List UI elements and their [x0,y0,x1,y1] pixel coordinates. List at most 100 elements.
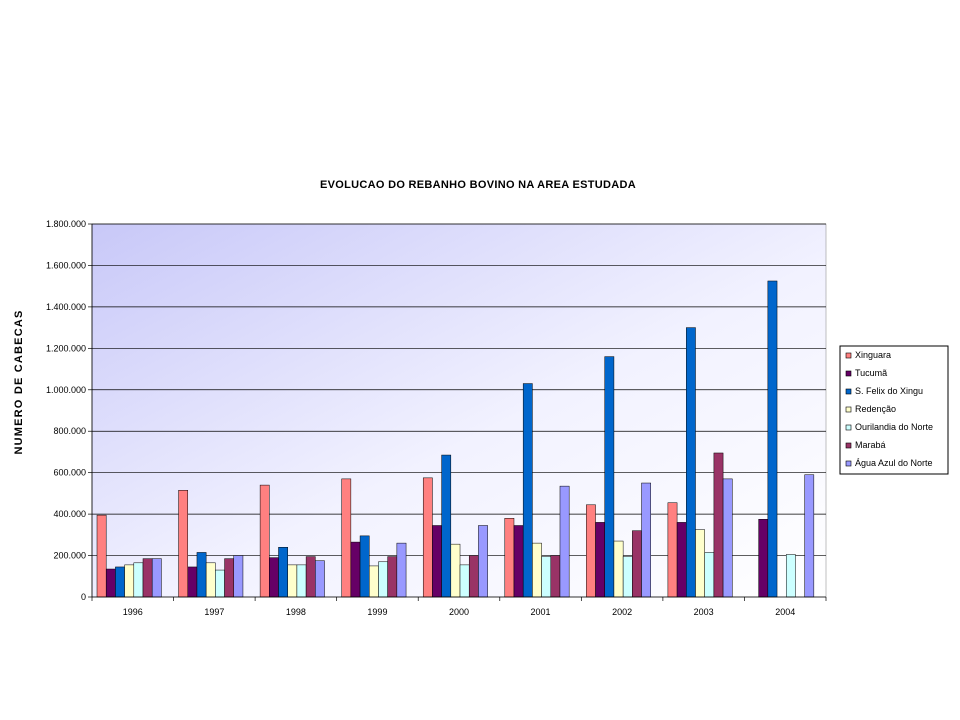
bar-reden-o-2001 [532,542,542,598]
legend-swatch [845,370,852,377]
bar-marab--2002 [632,530,642,598]
bar-tucum--1996 [105,568,116,598]
legend-label: Tucumã [855,368,887,378]
bar-tucum--1997 [187,566,198,598]
bar-marab--1997 [224,558,235,598]
bar-s-felix-do-xingu-2003 [686,327,696,598]
bar--gua-azul-do-norte-2002 [641,482,651,598]
bar-xinguara-2002 [586,504,596,598]
bar-marab--1999 [387,556,398,598]
y-axis-ticks: 0 200.000 400.000 600.000 800.000 1.000.000 1.… [46,219,92,602]
bar--gua-azul-do-norte-2000 [478,525,488,598]
bar-s-felix-do-xingu-1996 [115,566,125,598]
x-tick-label: 2003 [694,607,714,617]
bar-tucum--2002 [595,522,605,598]
y-tick-label: 800.000 [53,426,86,436]
bar-ourilandia-do-norte-1999 [378,561,388,598]
x-tick-label: 1996 [123,607,143,617]
legend-label: Água Azul do Norte [855,458,933,468]
bar-reden-o-2000 [450,543,461,598]
bar-xinguara-2001 [504,518,515,598]
bar--gua-azul-do-norte-1997 [233,555,244,598]
legend-label: S. Felix do Xingu [855,386,923,396]
bar-marab--1996 [142,558,153,598]
bar--gua-azul-do-norte-2003 [722,478,733,598]
bar-reden-o-1996 [124,564,135,598]
bar-xinguara-2000 [422,477,433,598]
legend-swatch [845,406,852,413]
bar-xinguara-1998 [259,484,270,598]
bar-reden-o-2002 [613,540,624,598]
legend-swatch [845,388,852,395]
axes [91,224,826,598]
bar-reden-o-1998 [287,564,298,598]
bar-ourilandia-do-norte-1998 [296,564,307,598]
bar--gua-azul-do-norte-1996 [151,558,162,598]
bar-tucum--1999 [350,541,361,598]
bar-ourilandia-do-norte-2000 [459,564,470,598]
bar-marab--1998 [305,556,316,598]
bar-s-felix-do-xingu-2000 [441,454,452,598]
y-tick-label: 1.800.000 [46,219,86,229]
y-tick-label: 200.000 [53,551,86,561]
bar--gua-azul-do-norte-2001 [559,485,570,598]
legend-label: Marabá [855,440,886,450]
legend-label: Ourilandia do Norte [855,422,933,432]
bar-ourilandia-do-norte-2001 [541,556,552,598]
bar-xinguara-2003 [667,502,678,598]
y-tick-label: 600.000 [53,468,86,478]
bar-s-felix-do-xingu-1998 [278,547,288,598]
bar-marab--2001 [550,555,561,598]
bar-ourilandia-do-norte-2004 [785,554,796,598]
legend-swatch [845,352,852,359]
bar-marab--2000 [468,555,479,598]
bar-xinguara-1997 [178,490,189,598]
y-tick-label: 0 [81,592,86,602]
y-tick-label: 1.200.000 [46,343,86,353]
y-tick-label: 1.600.000 [46,260,86,270]
bar-tucum--2001 [513,525,524,598]
bar--gua-azul-do-norte-1999 [396,542,407,598]
x-tick-label: 2000 [449,607,469,617]
x-axis-ticks: 1996 1997 1998 1999 2000 2001 2002 2003 2004 [91,597,827,617]
bar-s-felix-do-xingu-2004 [767,280,778,598]
bar-xinguara-1996 [96,514,107,598]
y-tick-label: 400.000 [53,509,86,519]
legend-swatch [845,442,852,449]
bar-s-felix-do-xingu-2001 [522,383,533,598]
x-tick-label: 2001 [531,607,551,617]
bar-marab--2003 [713,452,724,598]
bar-reden-o-1997 [205,562,216,598]
bar-ourilandia-do-norte-1997 [215,569,225,598]
bar-tucum--2000 [432,525,442,598]
bar-reden-o-2003 [695,529,705,598]
x-tick-label: 2002 [612,607,632,617]
legend: Xinguara Tucumã S. Felix do Xingu Redenção O… [839,345,949,475]
bar-xinguara-1999 [341,478,352,598]
legend-label: Xinguara [855,350,891,360]
bar-s-felix-do-xingu-1999 [359,535,370,598]
bar--gua-azul-do-norte-1998 [315,560,325,598]
y-tick-label: 1.000.000 [46,385,86,395]
legend-label: Redenção [855,404,896,414]
legend-swatch [845,460,852,467]
bar--gua-azul-do-norte-2004 [804,474,815,598]
chart-title: EVOLUCAO DO REBANHO BOVINO NA AREA ESTUD… [320,179,636,191]
x-tick-label: 1999 [367,607,387,617]
bar-tucum--2004 [758,519,769,598]
legend-box [839,345,949,475]
bar-s-felix-do-xingu-2002 [604,356,615,598]
bar-tucum--1998 [269,557,279,598]
bar-ourilandia-do-norte-2003 [704,552,715,598]
legend-swatch [845,424,852,431]
bar-tucum--2003 [676,522,687,598]
bar-s-felix-do-xingu-1997 [196,552,207,598]
y-axis-label: NUMERO DE CABECAS [13,309,25,454]
bar-reden-o-1999 [369,565,379,598]
bar-ourilandia-do-norte-1996 [133,562,144,598]
y-tick-label: 1.400.000 [46,302,86,312]
x-tick-label: 1998 [286,607,306,617]
x-tick-label: 2004 [775,607,795,617]
x-tick-label: 1997 [204,607,224,617]
